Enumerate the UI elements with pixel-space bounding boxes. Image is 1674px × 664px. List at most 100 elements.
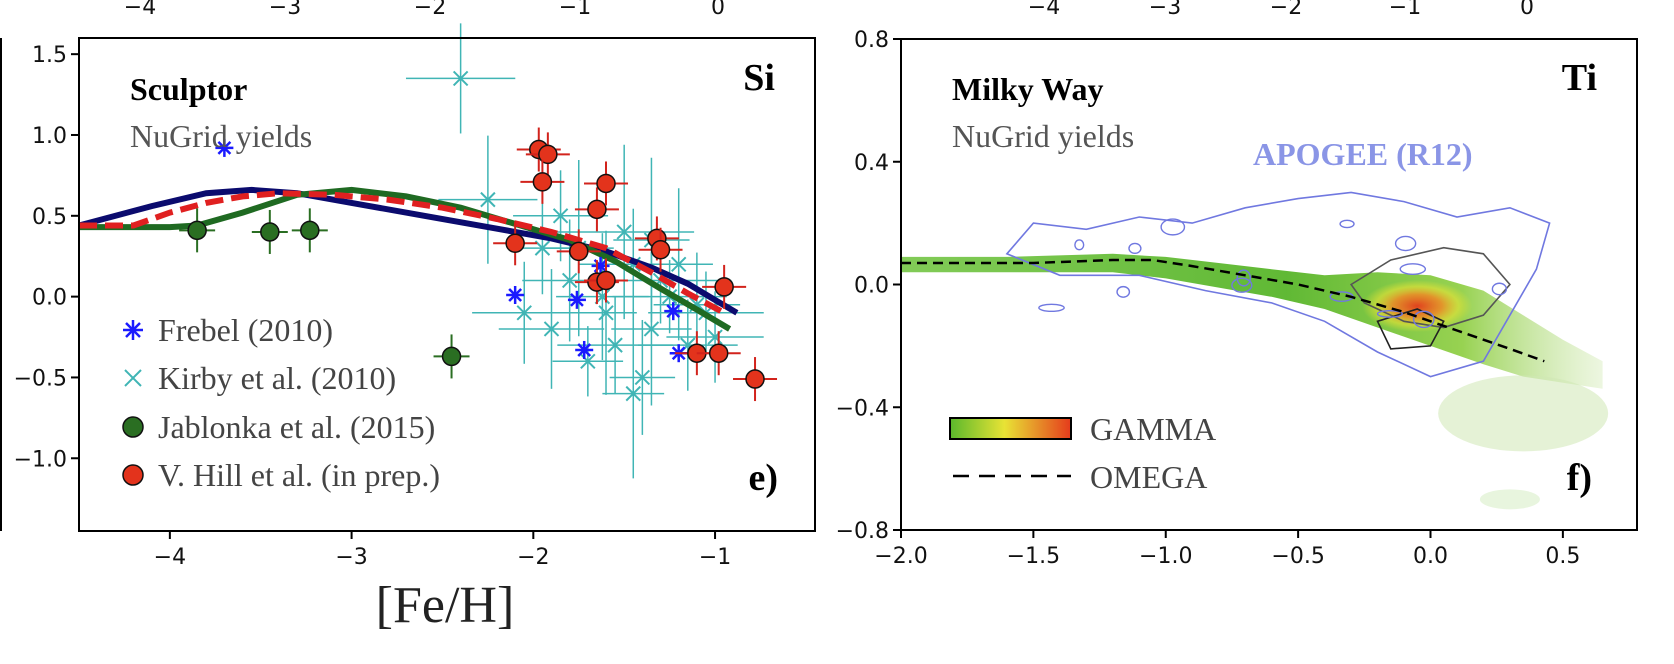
legend-label-hill: V. Hill et al. (in prep.) (158, 457, 440, 493)
kirby-marker-b (670, 256, 687, 273)
axes-frame (900, 38, 1638, 531)
top-tick-label: −4 (1028, 0, 1060, 20)
legend-marker-red-circle (122, 464, 144, 486)
y-axis-ticks: 1.5 1.0 0.5 0.0 −0.5 −1.0 (14, 43, 79, 472)
y-tick-label: 0.0 (854, 274, 889, 299)
hill-point (556, 229, 601, 274)
x-axis-ticks: −4 −3 −2 −1 (154, 531, 731, 570)
apogee-contour-island (1128, 242, 1142, 255)
x-tick-label: −2.0 (874, 544, 927, 569)
plot-area (902, 191, 1609, 510)
apogee-contour-island (1116, 285, 1131, 298)
kirby-marker-b (616, 224, 632, 240)
apogee-contour-island (1339, 219, 1355, 229)
model-line-1 (79, 186, 732, 332)
apogee-label: APOGEE (R12) (1253, 136, 1473, 172)
axes-frame (78, 37, 816, 532)
frebel-point (506, 286, 525, 305)
hill-point (525, 132, 570, 177)
jablonka-marker (441, 346, 462, 367)
y-tick-label: −1.0 (14, 447, 67, 472)
apogee-contour-island (1038, 303, 1065, 312)
frebel-stroke-d2 (570, 292, 584, 307)
x-tick-label: 0.0 (1413, 544, 1448, 569)
frebel-stroke-d2 (217, 141, 232, 155)
apogee-contour-island (1160, 218, 1186, 236)
jablonka-marker (260, 222, 280, 242)
legend: GAMMA OMEGA (949, 411, 1216, 495)
subtitle: NuGrid yields (130, 118, 312, 154)
hill-marker (714, 277, 734, 297)
y-tick-label: 0.4 (854, 151, 889, 176)
apogee-contour-island (1491, 282, 1508, 296)
hill-marker (505, 233, 525, 254)
legend-gamma-colorbar (949, 417, 1072, 440)
kirby-marker-b (452, 70, 469, 87)
y-tick-label: −0.8 (836, 519, 889, 544)
hill-marker (569, 241, 589, 262)
x-axis-ticks: −2.0 −1.5 −1.0 −0.5 0.0 0.5 (874, 530, 1580, 569)
frebel-point (215, 138, 234, 157)
jablonka-marker (300, 220, 320, 241)
legend-label-omega: OMEGA (1090, 459, 1207, 495)
hill-point (493, 221, 538, 266)
legend-label-jablonka: Jablonka et al. (2015) (158, 409, 435, 445)
jablonka-point (251, 209, 288, 254)
kirby-marker-b (516, 305, 532, 321)
gamma-density-peak (1362, 279, 1473, 332)
frebel-stroke-d2 (508, 288, 523, 302)
hill-point (733, 357, 778, 402)
kirby-point (438, 135, 538, 264)
galaxy-label: Milky Way (952, 71, 1103, 107)
hill-marker (650, 239, 671, 260)
jablonka-point (291, 208, 328, 253)
kirby-marker-b (598, 305, 614, 321)
kirby-point (557, 296, 673, 394)
hill-point (520, 159, 565, 204)
top-tick-label: 0 (1520, 0, 1534, 20)
plot-area (78, 23, 778, 479)
frebel-point (575, 340, 594, 359)
hill-point (702, 264, 747, 309)
top-axis-ticks: −4 −3 −2 −1 0 (124, 0, 725, 20)
top-tick-label: −1 (1389, 0, 1421, 20)
y-tick-label: 0.0 (32, 286, 67, 311)
apogee-contour-island (1412, 310, 1435, 329)
top-tick-label: −2 (1270, 0, 1302, 20)
legend-label-gamma: GAMMA (1090, 411, 1216, 447)
hill-point (574, 187, 619, 232)
apogee-contour-island (1231, 277, 1253, 293)
panel-f-milky-way-ti: −4 −3 −2 −1 0 0.8 0.4 0.0 −0.4 −0.8 −2.0 −1.5 −1.0… (836, 0, 1638, 569)
y-axis-ticks: 0.8 0.4 0.0 −0.4 −0.8 (836, 28, 901, 544)
hill-marker (745, 369, 765, 389)
kirby-marker-b (480, 191, 496, 208)
frebel-stroke-d2 (577, 343, 592, 357)
jablonka-point (179, 208, 216, 253)
panel-e-sculptor-si: −4 −3 −2 −1 0 1.51.00.50.0−0.5−1.0 −4 −3 −2 −1 … (0, 0, 816, 634)
hill-marker (596, 173, 616, 194)
element-label: Ti (1562, 57, 1597, 99)
hill-marker (587, 199, 607, 220)
y-tick-label: 1.0 (32, 124, 67, 149)
omega-line (902, 258, 1545, 363)
kirby-point (405, 23, 516, 134)
y-tick-label: 0.5 (32, 205, 67, 230)
hill-marker (708, 343, 729, 363)
kirby-marker-b (634, 369, 651, 386)
x-tick-label: −2 (517, 545, 549, 570)
x-tick-label: −1 (699, 545, 731, 570)
apogee-contour-inner (1376, 308, 1445, 350)
apogee-contour-island (1074, 239, 1085, 251)
hill-marker (532, 172, 553, 192)
hill-marker (538, 144, 558, 165)
frebel-point (664, 302, 683, 321)
y-tick-label: 1.5 (32, 43, 67, 68)
y-tick-label: −0.4 (836, 396, 889, 421)
hill-point (638, 227, 683, 272)
x-tick-label: −1.5 (1007, 544, 1060, 569)
legend: Frebel (2010) Kirby et al. (2010) Jablon… (122, 312, 440, 493)
kirby-marker-b (552, 208, 569, 224)
kirby-marker-b (561, 272, 578, 289)
model-line-2 (79, 190, 726, 316)
frebel-stroke-d2 (666, 304, 681, 319)
